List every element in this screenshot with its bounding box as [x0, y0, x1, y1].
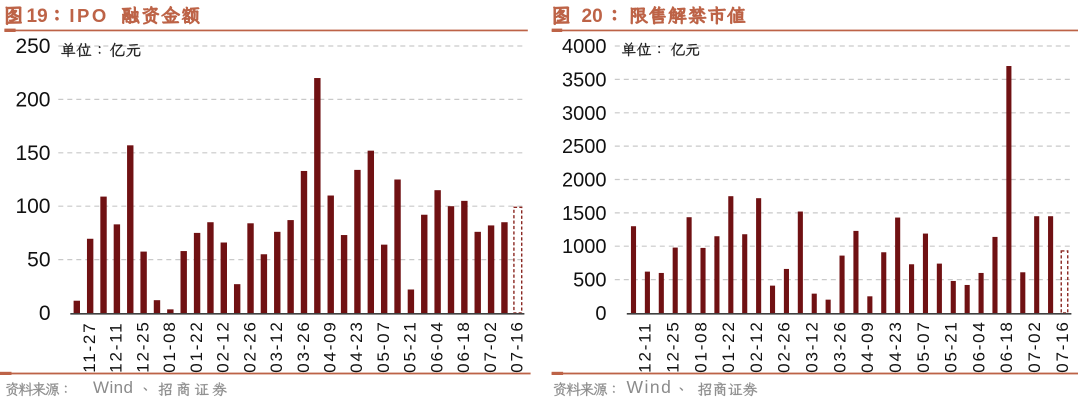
svg-text:04-23: 04-23 [886, 320, 905, 372]
svg-text:250: 250 [15, 35, 50, 58]
svg-text:150: 150 [15, 142, 50, 165]
svg-text:100: 100 [15, 195, 50, 218]
svg-text:07-02: 07-02 [1025, 320, 1044, 372]
svg-text:12-11: 12-11 [107, 322, 126, 373]
svg-text:06-18: 06-18 [997, 320, 1016, 372]
svg-text:2500: 2500 [562, 136, 607, 158]
svg-text:11-27: 11-27 [80, 322, 99, 373]
svg-text:02-12: 02-12 [214, 320, 233, 372]
svg-text:50: 50 [27, 249, 50, 272]
svg-text:07-16: 07-16 [508, 320, 527, 372]
svg-text:Wind: Wind [627, 377, 673, 397]
svg-text:04-23: 04-23 [347, 320, 366, 372]
svg-text:07-16: 07-16 [1053, 320, 1072, 372]
svg-text:200: 200 [15, 88, 50, 111]
svg-text:19: 19 [27, 6, 48, 27]
svg-text:500: 500 [573, 270, 606, 292]
svg-text:03-12: 03-12 [803, 320, 822, 372]
svg-text:12-11: 12-11 [636, 322, 655, 373]
svg-text:3000: 3000 [562, 103, 607, 125]
svg-text:0: 0 [595, 303, 606, 325]
svg-text:07-02: 07-02 [481, 320, 500, 372]
svg-text:Wind: Wind [93, 378, 133, 397]
svg-text:05-07: 05-07 [914, 320, 933, 372]
svg-text:01-08: 01-08 [160, 320, 179, 372]
svg-text:04-09: 04-09 [858, 320, 877, 372]
svg-text:02-12: 02-12 [747, 320, 766, 372]
svg-text:02-26: 02-26 [240, 320, 259, 372]
svg-text:2000: 2000 [562, 170, 607, 192]
svg-text:06-04: 06-04 [969, 320, 988, 372]
svg-text:3500: 3500 [562, 69, 607, 91]
svg-text:05-21: 05-21 [401, 320, 420, 372]
svg-text:06-18: 06-18 [454, 320, 473, 372]
svg-text:05-21: 05-21 [942, 320, 961, 372]
svg-text:05-07: 05-07 [374, 320, 393, 372]
svg-text:06-04: 06-04 [427, 320, 446, 372]
svg-text:IPO: IPO [69, 5, 108, 26]
svg-text:01-22: 01-22 [719, 320, 738, 372]
svg-text:12-25: 12-25 [664, 320, 683, 372]
svg-text:03-26: 03-26 [294, 320, 313, 372]
svg-text:4000: 4000 [562, 36, 607, 58]
svg-text:20: 20 [582, 6, 603, 27]
svg-text:03-26: 03-26 [830, 320, 849, 372]
svg-text:01-22: 01-22 [187, 320, 206, 372]
svg-text:1500: 1500 [562, 203, 607, 225]
svg-text:0: 0 [39, 302, 51, 325]
svg-text:12-25: 12-25 [133, 320, 152, 372]
svg-text:02-26: 02-26 [775, 320, 794, 372]
svg-text:03-12: 03-12 [267, 320, 286, 372]
svg-text:04-09: 04-09 [321, 320, 340, 372]
svg-text:1000: 1000 [562, 236, 607, 258]
svg-text:01-08: 01-08 [691, 320, 710, 372]
